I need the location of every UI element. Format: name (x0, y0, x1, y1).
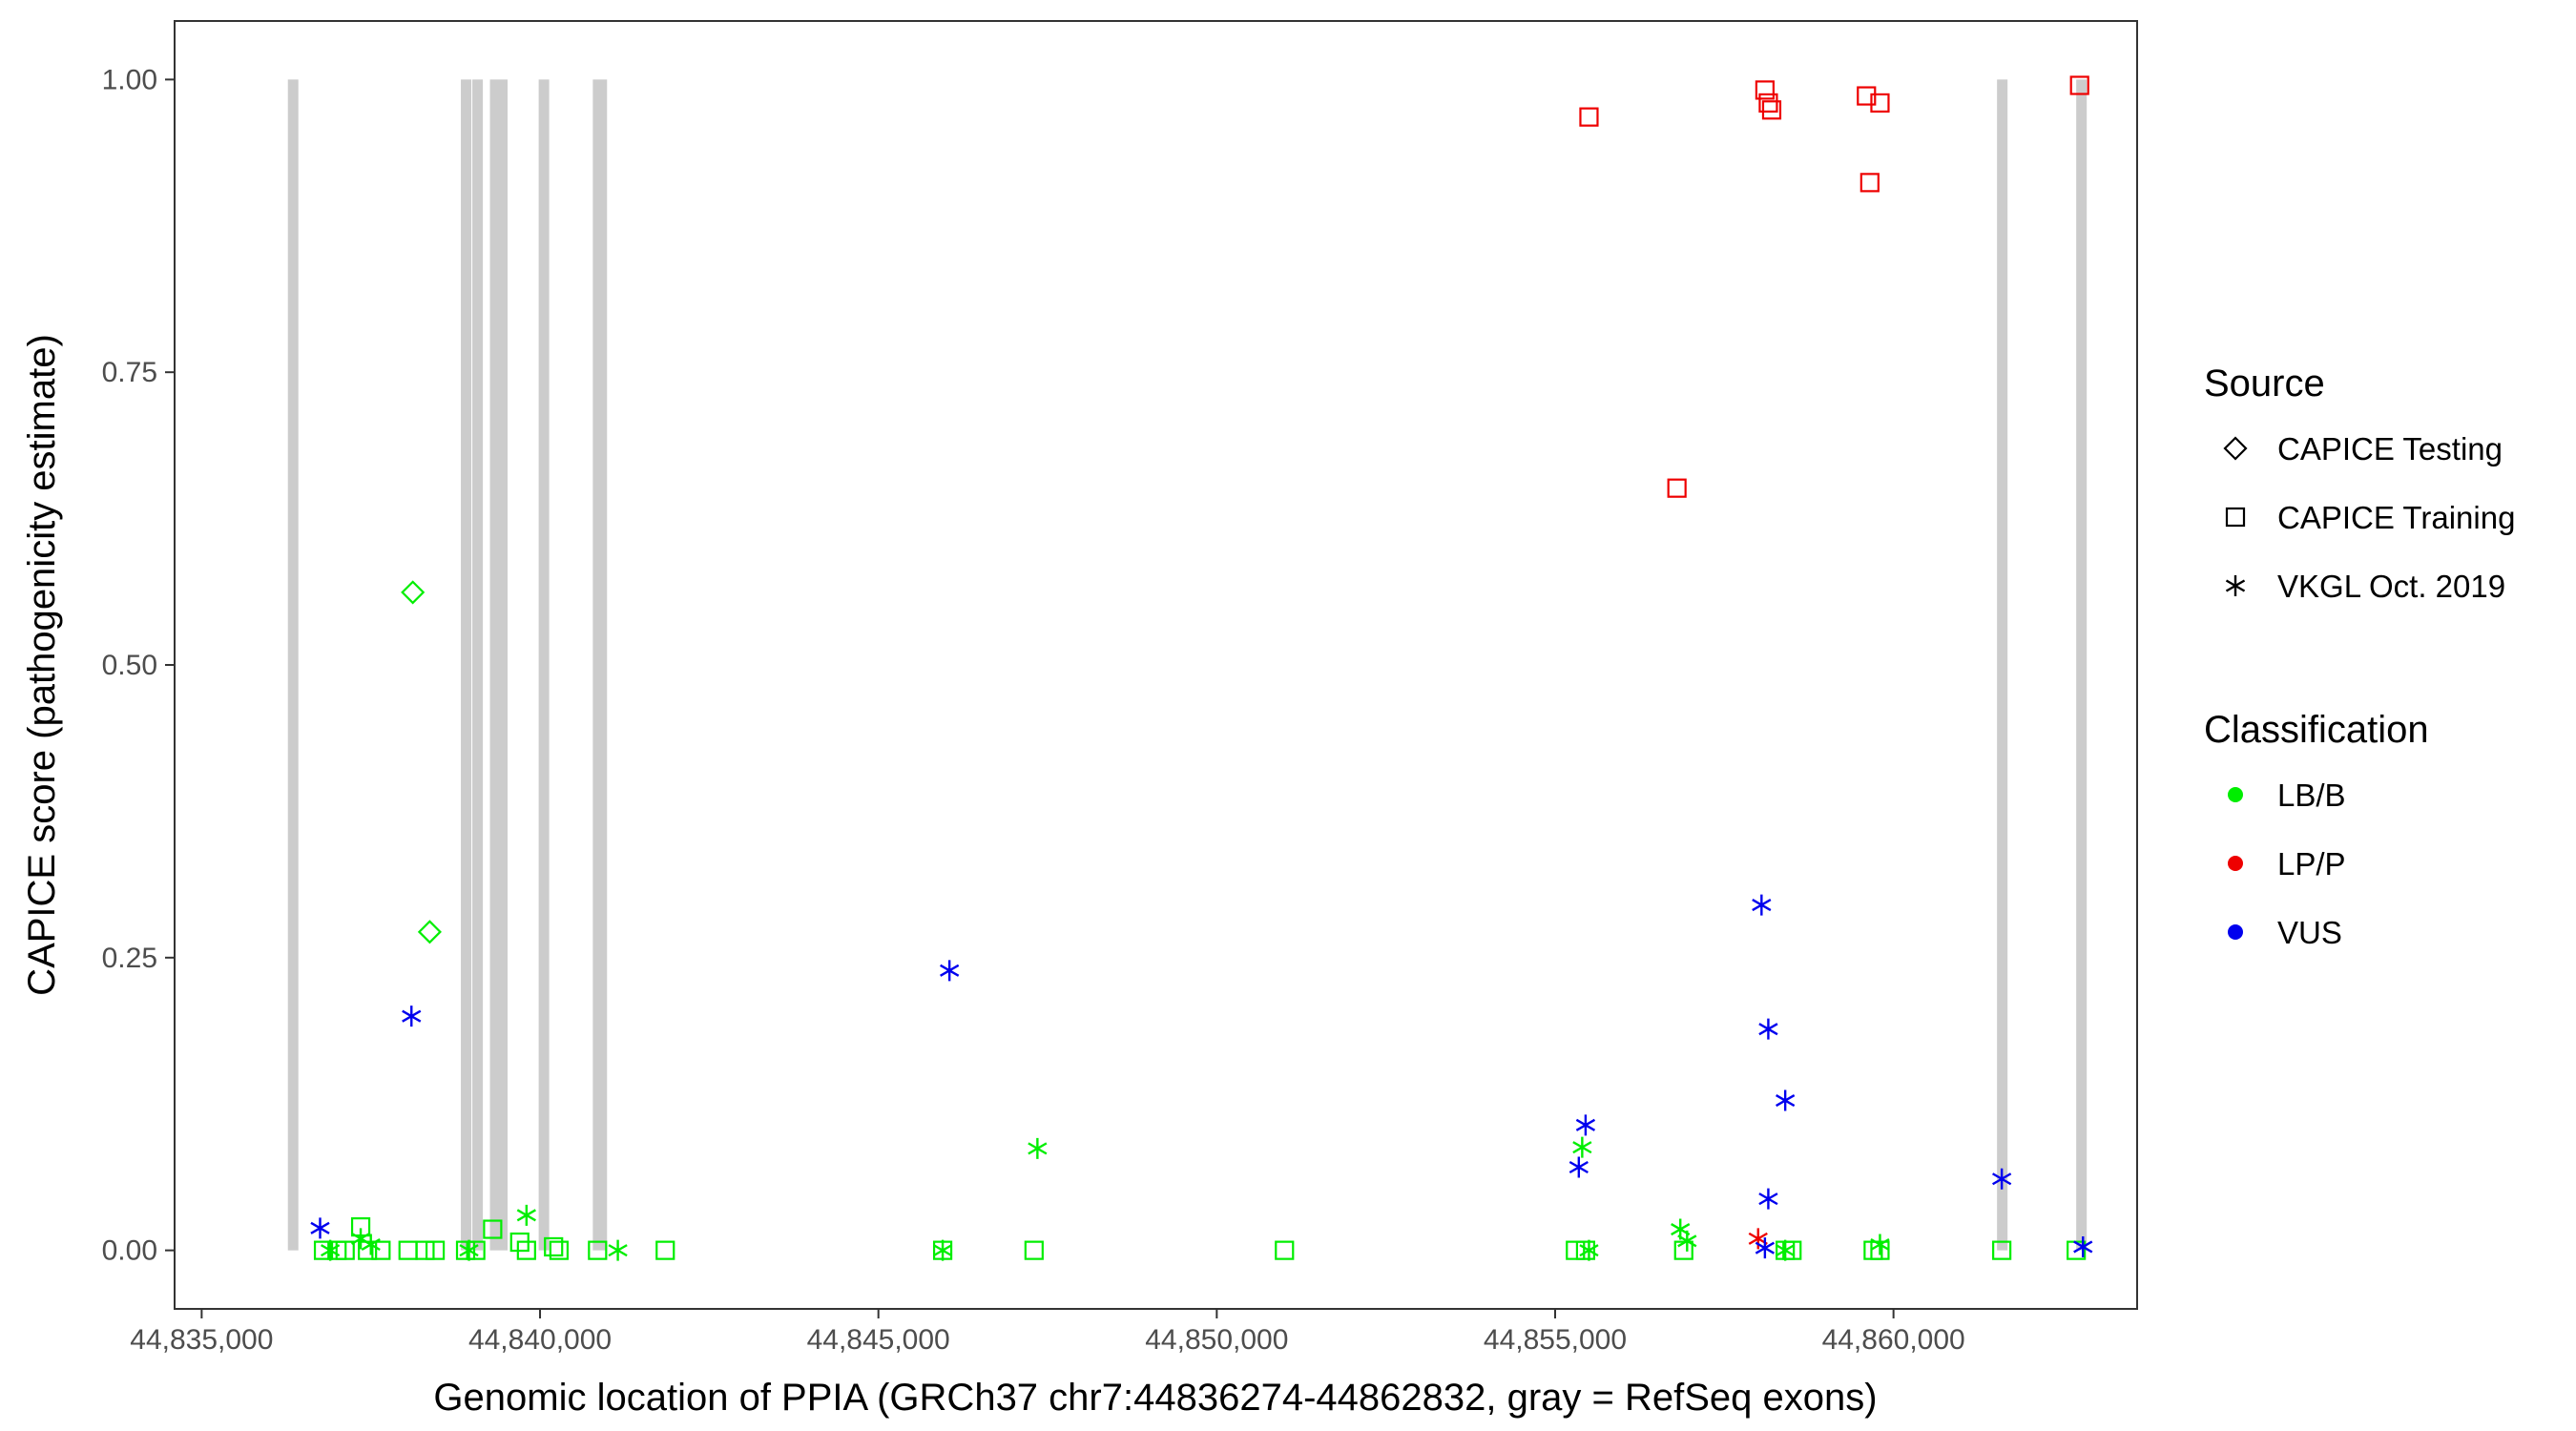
data-point (1673, 1240, 1693, 1260)
data-point (1568, 1156, 1589, 1178)
data-point (425, 1240, 446, 1260)
data-point (932, 1239, 953, 1261)
data-point (1752, 894, 1772, 916)
y-tick-label: 1.00 (102, 64, 157, 95)
x-tick-label: 44,845,000 (807, 1324, 950, 1356)
data-point (1755, 1237, 1776, 1259)
legend-label-source: CAPICE Testing (2277, 431, 2503, 467)
y-axis: 0.00 0.25 0.50 0.75 1.00 (102, 64, 175, 1267)
data-point (1992, 1240, 2012, 1260)
data-point (1992, 1168, 2012, 1190)
data-point (1572, 1136, 1592, 1158)
exon-band (461, 79, 472, 1251)
x-axis-title: Genomic location of PPIA (GRCh37 chr7:44… (433, 1377, 1877, 1419)
exon-band (1997, 79, 2008, 1251)
y-axis-title: CAPICE score (pathogenicity estimate) (21, 334, 63, 996)
data-point (516, 1240, 536, 1260)
legend-key-dot (2228, 856, 2243, 871)
x-tick-label: 44,850,000 (1145, 1324, 1288, 1356)
data-point (516, 1204, 536, 1226)
exon-band (489, 79, 508, 1251)
data-point (398, 1240, 418, 1260)
legend-label-classification: VUS (2277, 915, 2342, 950)
data-point (1758, 1018, 1778, 1040)
data-point (1028, 1137, 1048, 1159)
data-point (361, 1234, 381, 1255)
data-point (1575, 1240, 1596, 1260)
legend-title-classification: Classification (2204, 709, 2429, 751)
data-point (335, 1240, 355, 1260)
data-point (1579, 107, 1599, 127)
data-point (1758, 93, 1778, 114)
legend-key-dot (2228, 787, 2243, 802)
data-point (2073, 1235, 2093, 1257)
legend-key-asterisk (2225, 575, 2246, 596)
exon-bands (287, 79, 2088, 1251)
data-point (1776, 1089, 1796, 1111)
data-point (940, 960, 960, 982)
y-tick-label: 0.00 (102, 1235, 157, 1267)
data-point (310, 1217, 330, 1239)
data-point (321, 1239, 341, 1261)
data-point (483, 1219, 503, 1239)
exon-band (2076, 79, 2088, 1251)
y-tick-label: 0.50 (102, 650, 157, 681)
exon-band (592, 79, 608, 1251)
data-point (417, 920, 442, 944)
data-point (415, 1240, 435, 1260)
data-point (402, 1006, 422, 1027)
legend-key-diamond (2223, 436, 2248, 461)
legend-label-classification: LP/P (2277, 846, 2346, 881)
data-point (1758, 1188, 1778, 1210)
x-tick-label: 44,855,000 (1484, 1324, 1627, 1356)
data-point (544, 1236, 564, 1257)
legend-key-dot (2228, 924, 2243, 940)
legend: Source CAPICE Testing CAPICE Training VKGL … (2204, 363, 2515, 950)
data-point (1776, 1239, 1796, 1261)
data-point (1857, 86, 1877, 106)
data-points (310, 75, 2093, 1261)
x-tick-label: 44,840,000 (468, 1324, 612, 1356)
data-point (588, 1240, 608, 1260)
legend-label-source: CAPICE Training (2277, 500, 2515, 535)
data-point (1870, 1234, 1890, 1255)
data-point (1024, 1240, 1044, 1260)
exon-band (538, 79, 550, 1251)
legend-label-classification: LB/B (2277, 778, 2346, 813)
exon-band (472, 79, 484, 1251)
data-point (1870, 93, 1890, 114)
data-point (1761, 100, 1782, 120)
data-point (1579, 1239, 1599, 1261)
x-tick-label: 44,860,000 (1822, 1324, 1965, 1356)
data-point (455, 1240, 476, 1260)
x-axis: 44,835,000 44,840,000 44,845,000 44,850,000… (130, 1309, 1965, 1356)
data-point (459, 1239, 479, 1261)
data-point (1566, 1240, 1586, 1260)
data-point (608, 1239, 628, 1261)
data-point (549, 1240, 569, 1260)
data-point (1275, 1240, 1295, 1260)
legend-title-source: Source (2204, 363, 2325, 404)
data-point (2069, 75, 2089, 95)
y-tick-label: 0.25 (102, 943, 157, 974)
data-point (1755, 80, 1775, 100)
data-point (1859, 173, 1880, 193)
legend-label-source: VKGL Oct. 2019 (2277, 569, 2505, 604)
y-tick-label: 0.75 (102, 357, 157, 388)
data-point (1575, 1114, 1596, 1136)
exon-band (287, 79, 299, 1251)
x-tick-label: 44,835,000 (130, 1324, 273, 1356)
data-point (371, 1240, 391, 1260)
data-point (655, 1240, 675, 1260)
data-point (1677, 1230, 1697, 1252)
legend-key-square (2225, 507, 2246, 528)
data-point (401, 580, 426, 605)
data-point (1667, 478, 1687, 498)
